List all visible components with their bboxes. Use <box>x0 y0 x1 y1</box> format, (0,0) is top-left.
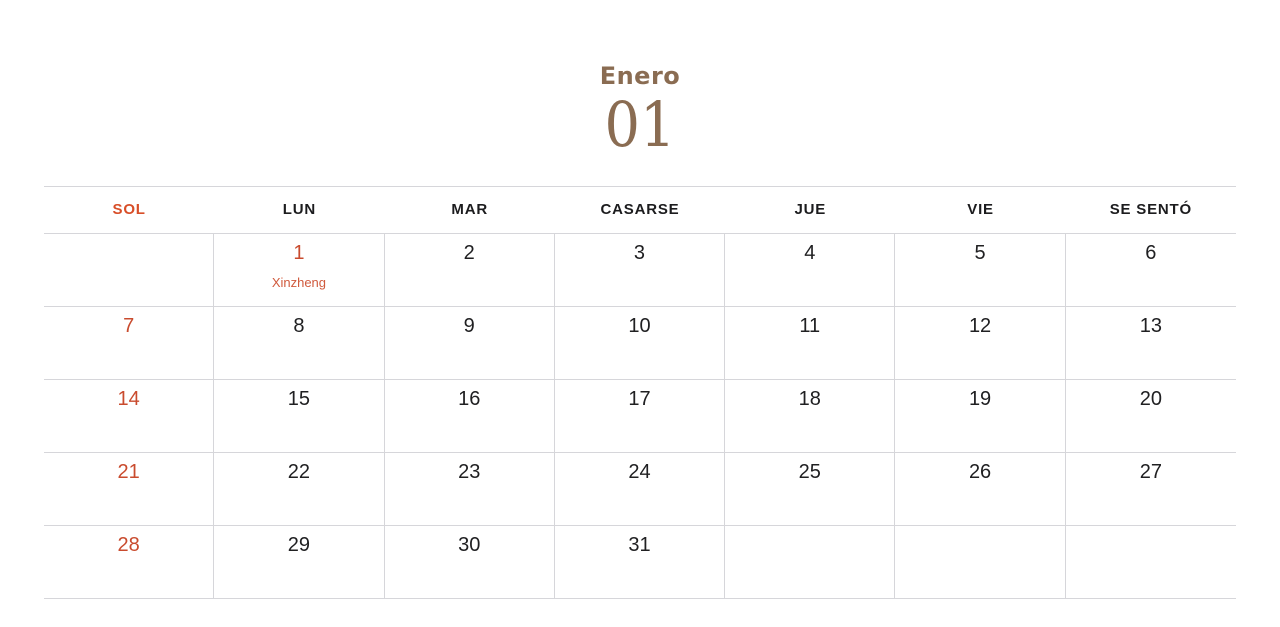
calendar-cell-empty <box>1066 526 1236 598</box>
calendar-cell-31: 31 <box>555 525 726 598</box>
day-number: 7 <box>123 314 135 337</box>
day-number: 11 <box>799 314 821 337</box>
calendar-cell-18: 18 <box>725 379 896 452</box>
calendar-cell-empty <box>895 525 1066 598</box>
day-number: 1 <box>293 241 305 264</box>
day-number: 25 <box>798 460 821 483</box>
weekday-header-6: SE SENTÓ <box>1109 201 1192 219</box>
weekday-header-5: VIE <box>967 201 994 219</box>
calendar-cell-1: 1 Xinzheng <box>214 233 385 306</box>
calendar-cell-9: 9 <box>385 306 555 379</box>
day-number: 20 <box>1139 387 1162 410</box>
calendar-cell-25: 25 <box>725 452 896 525</box>
day-number: 4 <box>804 241 816 264</box>
day-number: 14 <box>117 387 140 410</box>
day-number: 28 <box>117 533 140 556</box>
weekday-header-1: LUN <box>282 201 317 219</box>
day-number: 16 <box>458 387 481 410</box>
week-row: 28 29 30 31 <box>44 525 1236 599</box>
calendar-cell-12: 12 <box>895 306 1066 379</box>
calendar-cell-6: 6 <box>1066 234 1236 306</box>
day-number: 2 <box>463 241 475 264</box>
calendar-cell-14: 14 <box>44 379 215 452</box>
calendar-cell-24: 24 <box>555 452 726 525</box>
calendar-cell-29: 29 <box>214 525 385 598</box>
week-row: 7 8 9 10 11 12 13 <box>44 306 1236 380</box>
weekday-header-row: SOL LUN MAR CASARSE JUE VIE SE SENTÓ <box>44 185 1236 234</box>
calendar-cell-20: 20 <box>1066 380 1236 452</box>
day-number: 9 <box>463 314 475 337</box>
calendar-cell-21: 21 <box>44 452 215 525</box>
day-number: 26 <box>968 460 992 483</box>
day-number: 27 <box>1139 460 1162 483</box>
calendar-cell-10: 10 <box>555 306 726 379</box>
calendar-cell-15: 15 <box>214 379 385 452</box>
day-number: 31 <box>628 533 651 556</box>
day-number: 24 <box>628 460 651 483</box>
weekday-header-3: CASARSE <box>600 201 680 219</box>
calendar-cell-27: 27 <box>1066 453 1236 525</box>
day-number: 23 <box>458 460 481 483</box>
day-number: 29 <box>287 533 311 556</box>
day-number: 8 <box>293 314 305 337</box>
calendar-cell-30: 30 <box>385 525 555 598</box>
day-number: 5 <box>974 241 986 264</box>
calendar-cell-empty <box>725 525 896 598</box>
calendar-cell-13: 13 <box>1066 307 1236 379</box>
weekday-header-2: MAR <box>451 201 488 219</box>
week-row: 14 15 16 17 18 19 20 <box>44 379 1236 453</box>
calendar-cell-26: 26 <box>895 452 1066 525</box>
day-number: 18 <box>798 387 821 410</box>
day-number: 6 <box>1145 241 1157 264</box>
day-number: 12 <box>968 314 992 337</box>
day-number: 30 <box>458 533 481 556</box>
calendar-cell-5: 5 <box>895 233 1066 306</box>
day-number: 22 <box>287 460 311 483</box>
calendar-cell-22: 22 <box>214 452 385 525</box>
day-number: 13 <box>1139 314 1162 337</box>
day-number: 21 <box>117 460 140 483</box>
day-number: 3 <box>633 241 646 264</box>
calendar-cell-8: 8 <box>214 306 385 379</box>
calendar-cell-17: 17 <box>555 379 726 452</box>
day-number: 10 <box>628 314 651 337</box>
month-title-block: Enero 01 <box>0 0 1280 156</box>
calendar-grid: SOL LUN MAR CASARSE JUE VIE SE SENTÓ 1 Xinzheng… <box>44 185 1236 599</box>
week-row: 1 Xinzheng 2 3 4 5 6 <box>44 233 1236 307</box>
day-number: 17 <box>628 387 651 410</box>
calendar-cell-empty <box>44 233 215 306</box>
weeks-container: 1 Xinzheng 2 3 4 5 6 7 8 9 10 11 12 13 14 15 16 17 18 19 20 2… <box>44 233 1236 599</box>
calendar-cell-19: 19 <box>895 379 1066 452</box>
calendar-cell-2: 2 <box>385 233 555 306</box>
calendar-cell-28: 28 <box>44 525 215 598</box>
weekday-header-0: SOL <box>112 201 146 219</box>
calendar-cell-7: 7 <box>44 306 215 379</box>
calendar-cell-11: 11 <box>725 306 896 379</box>
week-row: 21 22 23 24 25 26 27 <box>44 452 1236 526</box>
month-number: 01 <box>604 87 676 161</box>
day-number: 19 <box>968 387 992 410</box>
month-name: Enero <box>599 62 681 90</box>
calendar-cell-23: 23 <box>385 452 555 525</box>
weekday-header-4: JUE <box>794 201 827 219</box>
day-number: 15 <box>287 387 311 410</box>
event-label: Xinzheng <box>271 274 327 290</box>
calendar-cell-3: 3 <box>555 233 726 306</box>
calendar-cell-16: 16 <box>385 379 555 452</box>
calendar-cell-4: 4 <box>725 233 896 306</box>
